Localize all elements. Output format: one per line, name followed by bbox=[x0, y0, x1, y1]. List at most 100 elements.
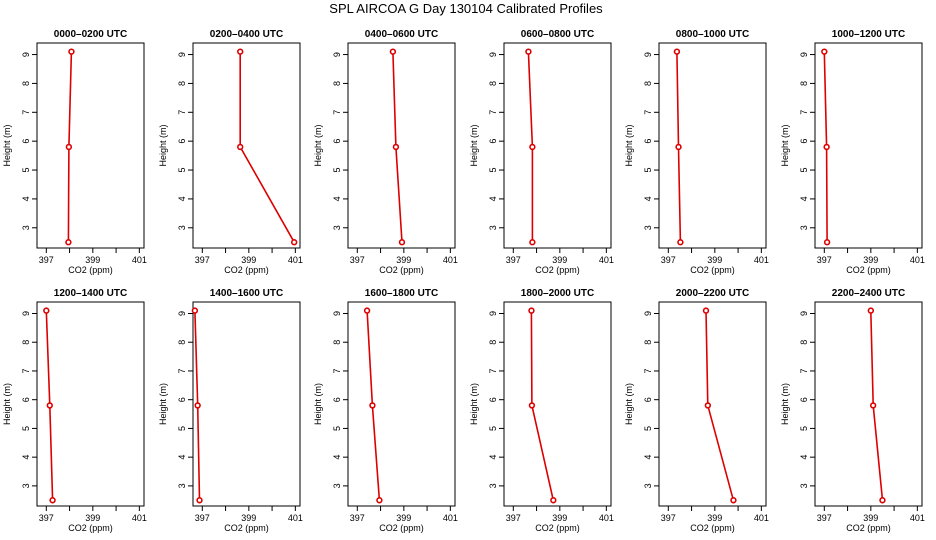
y-tick-label: 7 bbox=[177, 110, 187, 115]
y-tick-label: 8 bbox=[21, 340, 31, 345]
panel-title: 0800–1000 UTC bbox=[676, 29, 749, 40]
y-tick-label: 9 bbox=[332, 311, 342, 316]
x-tick-label: 399 bbox=[707, 255, 722, 265]
x-axis-label: CO2 (ppm) bbox=[379, 265, 424, 275]
x-tick-label: 399 bbox=[863, 255, 878, 265]
y-tick-label: 9 bbox=[643, 311, 653, 316]
y-axis-label: Height (m) bbox=[624, 124, 634, 166]
y-tick-label: 6 bbox=[488, 397, 498, 402]
y-axis-label: Height (m) bbox=[158, 383, 168, 425]
y-tick-label: 7 bbox=[332, 368, 342, 373]
x-tick-label: 397 bbox=[817, 255, 832, 265]
plot-frame bbox=[814, 42, 923, 249]
y-tick-label: 8 bbox=[21, 81, 31, 86]
profile-point bbox=[528, 402, 536, 409]
profile-point bbox=[389, 48, 397, 55]
y-tick-label: 3 bbox=[332, 483, 342, 488]
panel-title: 0600–0800 UTC bbox=[521, 29, 594, 40]
profile-line bbox=[239, 51, 295, 243]
profile-panel-3: 0400–0600 UTC 397 399 401 3 4 5 6 7 8 9 CO2 (ppm) He… bbox=[313, 29, 458, 275]
y-tick-label: 5 bbox=[488, 426, 498, 431]
panel-title: 1600–1800 UTC bbox=[365, 288, 438, 299]
y-tick-label: 4 bbox=[332, 196, 342, 201]
plot-frame bbox=[503, 301, 612, 507]
x-tick-label: 401 bbox=[288, 255, 303, 265]
x-tick-label: 401 bbox=[910, 513, 925, 523]
y-tick-label: 9 bbox=[177, 311, 187, 316]
y-tick-label: 3 bbox=[488, 483, 498, 488]
x-tick-label: 401 bbox=[754, 513, 769, 523]
profile-panel-11: 2000–2200 UTC 397 399 401 3 4 5 6 7 8 9 CO2 (ppm) He… bbox=[624, 288, 769, 533]
y-tick-label: 5 bbox=[488, 168, 498, 173]
profile-panel-12: 2200–2400 UTC 397 399 401 3 4 5 6 7 8 9 CO2 (ppm) He… bbox=[780, 288, 925, 533]
y-tick-label: 4 bbox=[799, 455, 809, 460]
y-tick-label: 3 bbox=[799, 225, 809, 230]
x-tick-label: 401 bbox=[443, 255, 458, 265]
y-tick-label: 7 bbox=[21, 110, 31, 115]
y-tick-label: 9 bbox=[799, 52, 809, 57]
y-axis-label: Height (m) bbox=[469, 124, 479, 166]
y-tick-label: 7 bbox=[643, 110, 653, 115]
profile-point bbox=[528, 307, 535, 314]
profile-point bbox=[525, 48, 532, 55]
panel-title: 1400–1600 UTC bbox=[210, 288, 283, 299]
x-tick-label: 401 bbox=[288, 513, 303, 523]
x-tick-label: 397 bbox=[195, 513, 210, 523]
x-tick-label: 399 bbox=[396, 513, 411, 523]
y-tick-label: 5 bbox=[21, 426, 31, 431]
x-tick-label: 401 bbox=[599, 255, 614, 265]
x-tick-label: 399 bbox=[396, 255, 411, 265]
profile-point bbox=[677, 239, 684, 246]
x-tick-label: 401 bbox=[132, 513, 147, 523]
y-tick-label: 3 bbox=[643, 483, 653, 488]
y-tick-label: 9 bbox=[177, 52, 187, 57]
y-tick-label: 5 bbox=[177, 168, 187, 173]
x-axis-label: CO2 (ppm) bbox=[535, 523, 580, 533]
y-tick-label: 6 bbox=[799, 139, 809, 144]
y-tick-label: 7 bbox=[799, 368, 809, 373]
x-tick-label: 397 bbox=[39, 513, 54, 523]
x-axis-label: CO2 (ppm) bbox=[224, 523, 269, 533]
plot-frame bbox=[658, 42, 767, 249]
profile-panel-5: 0800–1000 UTC 397 399 401 3 4 5 6 7 8 9 CO2 (ppm) He… bbox=[624, 29, 769, 275]
y-axis-label: Height (m) bbox=[2, 124, 12, 166]
y-tick-label: 3 bbox=[799, 483, 809, 488]
profile-panel-4: 0600–0800 UTC 397 399 401 3 4 5 6 7 8 9 CO2 (ppm) He… bbox=[469, 29, 614, 275]
y-tick-label: 8 bbox=[799, 340, 809, 345]
x-axis-label: CO2 (ppm) bbox=[846, 523, 891, 533]
y-axis-label: Height (m) bbox=[780, 124, 790, 166]
profile-point bbox=[290, 239, 298, 246]
plot-frame bbox=[503, 42, 612, 249]
x-tick-label: 399 bbox=[85, 513, 100, 523]
x-tick-label: 397 bbox=[195, 255, 210, 265]
panel-title: 2000–2200 UTC bbox=[676, 288, 749, 299]
y-axis-label: Height (m) bbox=[780, 383, 790, 425]
y-tick-label: 8 bbox=[643, 340, 653, 345]
y-tick-label: 8 bbox=[177, 81, 187, 86]
x-axis-label: CO2 (ppm) bbox=[224, 265, 269, 275]
profile-point bbox=[529, 143, 536, 151]
profile-point bbox=[398, 239, 406, 246]
y-tick-label: 6 bbox=[332, 139, 342, 144]
y-tick-label: 3 bbox=[177, 225, 187, 230]
panel-title: 2200–2400 UTC bbox=[832, 288, 905, 299]
y-tick-label: 3 bbox=[332, 225, 342, 230]
y-tick-label: 6 bbox=[177, 397, 187, 402]
x-tick-label: 401 bbox=[132, 255, 147, 265]
y-tick-label: 8 bbox=[488, 81, 498, 86]
y-tick-label: 9 bbox=[21, 311, 31, 316]
profile-point bbox=[191, 307, 199, 314]
x-axis-label: CO2 (ppm) bbox=[68, 265, 113, 275]
profile-point bbox=[369, 402, 376, 409]
x-tick-label: 397 bbox=[817, 513, 832, 523]
y-tick-label: 7 bbox=[643, 368, 653, 373]
x-tick-label: 399 bbox=[241, 513, 256, 523]
profile-point bbox=[869, 402, 877, 409]
y-tick-label: 8 bbox=[332, 340, 342, 345]
x-tick-label: 399 bbox=[85, 255, 100, 265]
x-tick-label: 401 bbox=[910, 255, 925, 265]
x-tick-label: 399 bbox=[552, 513, 567, 523]
x-axis-label: CO2 (ppm) bbox=[379, 523, 424, 533]
